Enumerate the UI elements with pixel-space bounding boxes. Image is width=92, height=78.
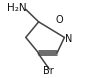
Text: O: O xyxy=(55,15,63,25)
Text: H₂N: H₂N xyxy=(7,3,27,13)
Text: N: N xyxy=(65,34,73,44)
Text: Br: Br xyxy=(43,66,54,76)
